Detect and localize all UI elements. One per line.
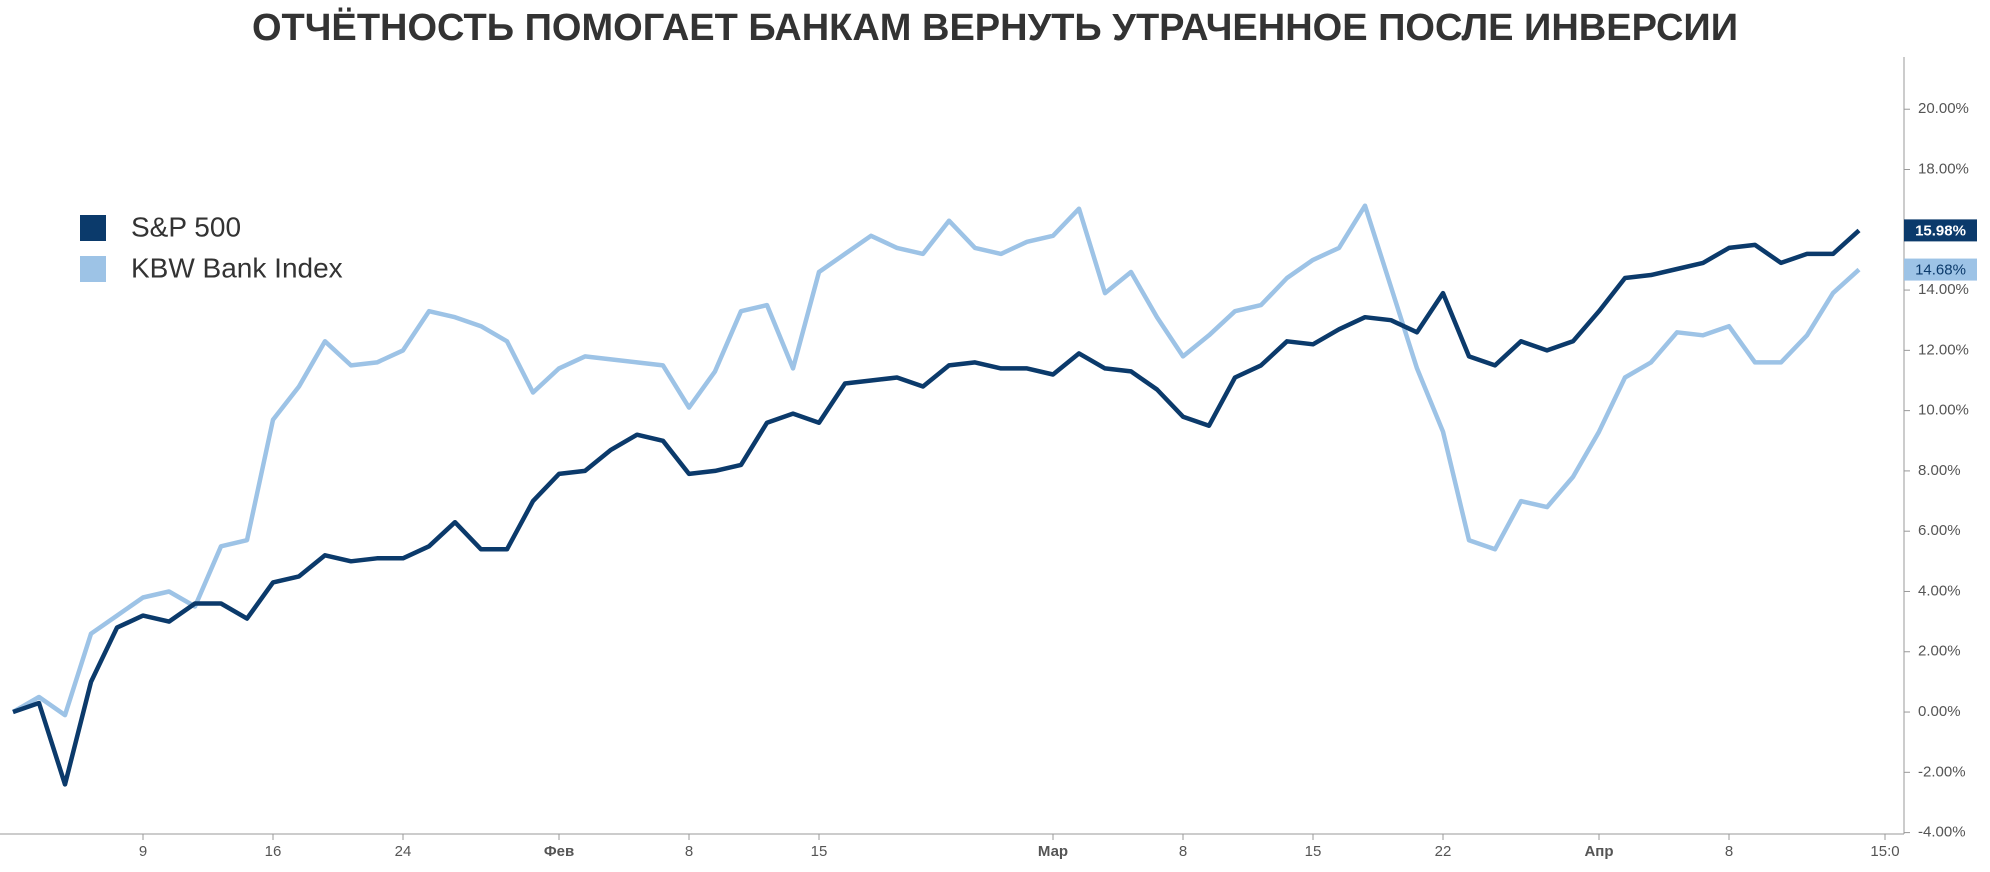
x-tick-label: 15 bbox=[1305, 843, 1322, 860]
y-tick-label: 14.00% bbox=[1918, 281, 1969, 298]
x-tick-label: Мар bbox=[1038, 843, 1068, 860]
x-tick-label: 15:0 bbox=[1870, 843, 1899, 860]
legend-label: KBW Bank Index bbox=[131, 252, 343, 283]
y-tick-label: 10.00% bbox=[1918, 402, 1969, 419]
x-tick-label: 16 bbox=[265, 843, 282, 860]
value-label: 14.68% bbox=[1915, 262, 1966, 279]
y-tick-label: -4.00% bbox=[1918, 824, 1966, 841]
y-tick-label: 8.00% bbox=[1918, 462, 1961, 479]
legend-swatch bbox=[80, 215, 106, 241]
series-line bbox=[11, 203, 1861, 718]
y-tick-label: 6.00% bbox=[1918, 522, 1961, 539]
x-tick-label: 8 bbox=[1179, 843, 1187, 860]
value-label-box bbox=[1904, 219, 1977, 242]
x-tick-label: 24 bbox=[395, 843, 412, 860]
x-tick-label: 9 bbox=[139, 843, 147, 860]
x-tick-label: Фев bbox=[544, 843, 574, 860]
y-tick-label: 4.00% bbox=[1918, 582, 1961, 599]
series-line bbox=[12, 228, 1861, 787]
x-tick-label: 15 bbox=[811, 843, 828, 860]
x-tick-label: 8 bbox=[685, 843, 693, 860]
x-tick-label: Апр bbox=[1584, 843, 1613, 860]
legend-label: S&P 500 bbox=[131, 211, 241, 242]
value-label-box bbox=[1904, 258, 1977, 281]
x-tick-label: 22 bbox=[1435, 843, 1452, 860]
y-tick-label: 2.00% bbox=[1918, 643, 1961, 660]
legend-swatch bbox=[80, 256, 106, 282]
y-tick-label: 18.00% bbox=[1918, 160, 1969, 177]
chart-title: ОТЧЁТНОСТЬ ПОМОГАЕТ БАНКАМ ВЕРНУТЬ УТРАЧ… bbox=[252, 6, 1738, 49]
x-tick-label: 8 bbox=[1725, 843, 1733, 860]
value-label: 15.98% bbox=[1915, 222, 1966, 239]
y-tick-label: 0.00% bbox=[1918, 703, 1961, 720]
y-tick-label: 12.00% bbox=[1918, 341, 1969, 358]
y-tick-label: 20.00% bbox=[1918, 100, 1969, 117]
y-tick-label: -2.00% bbox=[1918, 763, 1966, 780]
